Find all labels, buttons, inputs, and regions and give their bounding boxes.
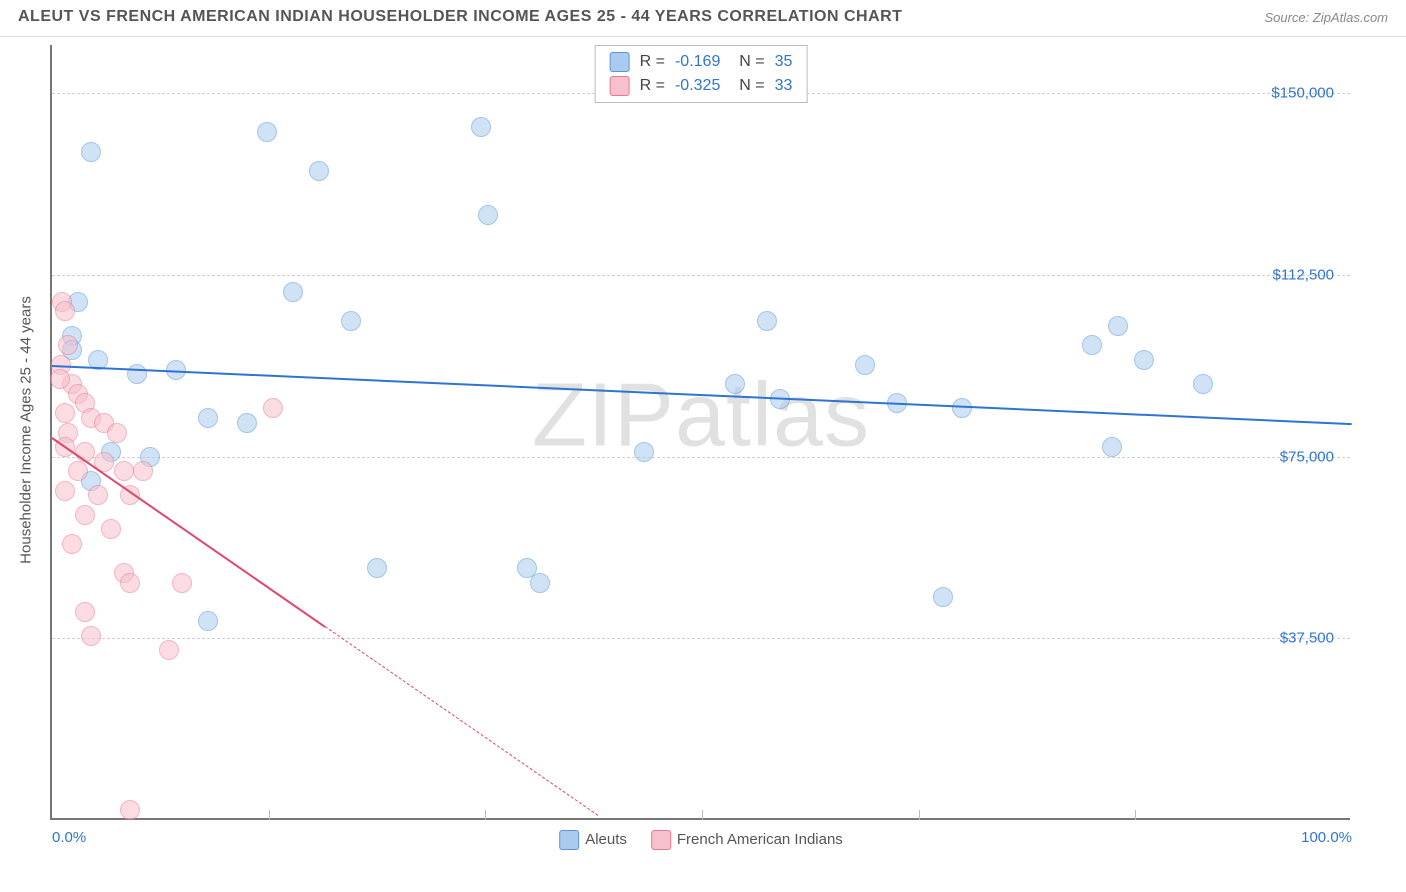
ytick-label: $75,000 <box>1280 448 1334 465</box>
ytick-label: $150,000 <box>1271 85 1334 102</box>
data-point <box>62 534 82 554</box>
data-point <box>198 408 218 428</box>
gridline-v <box>702 810 703 820</box>
legend-r-value: -0.169 <box>675 53 720 71</box>
data-point <box>75 505 95 525</box>
data-point <box>1082 335 1102 355</box>
watermark-bold: ZIP <box>532 366 675 466</box>
chart-header: ALEUT VS FRENCH AMERICAN INDIAN HOUSEHOL… <box>0 0 1406 37</box>
data-point <box>88 485 108 505</box>
data-point <box>1108 316 1128 336</box>
ytick-label: $37,500 <box>1280 630 1334 647</box>
gridline-v <box>485 810 486 820</box>
data-point <box>107 423 127 443</box>
data-point <box>478 205 498 225</box>
ytick-label: $112,500 <box>1273 267 1334 284</box>
data-point <box>237 413 257 433</box>
data-point <box>114 461 134 481</box>
watermark-light: atlas <box>675 366 870 466</box>
legend-row: R = -0.169 N = 35 <box>610 50 793 74</box>
legend-item: French American Indians <box>651 830 843 850</box>
legend-n-label: N = <box>730 77 764 95</box>
legend-swatch <box>610 76 630 96</box>
legend-n-value: 33 <box>775 77 793 95</box>
trend-line <box>51 438 325 629</box>
data-point <box>55 481 75 501</box>
gridline-v <box>1135 810 1136 820</box>
data-point <box>309 161 329 181</box>
y-axis-title: Householder Income Ages 25 - 44 years <box>18 296 35 564</box>
gridline-h <box>52 638 1350 639</box>
data-point <box>133 461 153 481</box>
data-point <box>283 282 303 302</box>
watermark: ZIPatlas <box>532 365 870 468</box>
legend-swatch <box>610 52 630 72</box>
data-point <box>341 311 361 331</box>
data-point <box>120 800 140 820</box>
data-point <box>471 117 491 137</box>
data-point <box>263 398 283 418</box>
data-point <box>127 364 147 384</box>
data-point <box>68 461 88 481</box>
legend-n-value: 35 <box>775 53 793 71</box>
data-point <box>933 587 953 607</box>
data-point <box>757 311 777 331</box>
data-point <box>75 602 95 622</box>
data-point <box>530 573 550 593</box>
data-point <box>120 573 140 593</box>
data-point <box>1102 437 1122 457</box>
data-point <box>58 335 78 355</box>
chart-title: ALEUT VS FRENCH AMERICAN INDIAN HOUSEHOL… <box>18 8 902 26</box>
gridline-v <box>919 810 920 820</box>
data-point <box>81 626 101 646</box>
gridline-v <box>269 810 270 820</box>
data-point <box>725 374 745 394</box>
trend-line-dashed <box>325 626 599 816</box>
data-point <box>855 355 875 375</box>
legend-r-label: R = <box>640 77 665 95</box>
data-point <box>172 573 192 593</box>
legend-swatch <box>559 830 579 850</box>
xtick-label: 0.0% <box>52 829 86 846</box>
data-point <box>257 122 277 142</box>
data-point <box>952 398 972 418</box>
legend-label: French American Indians <box>677 831 843 848</box>
data-point <box>55 403 75 423</box>
legend-r-value: -0.325 <box>675 77 720 95</box>
legend-label: Aleuts <box>585 831 627 848</box>
data-point <box>159 640 179 660</box>
data-point <box>1134 350 1154 370</box>
legend-r-label: R = <box>640 53 665 71</box>
data-point <box>101 519 121 539</box>
legend-swatch <box>651 830 671 850</box>
correlation-legend: R = -0.169 N = 35R = -0.325 N = 33 <box>595 45 808 103</box>
data-point <box>1193 374 1213 394</box>
data-point <box>55 301 75 321</box>
gridline-h <box>52 275 1350 276</box>
data-point <box>198 611 218 631</box>
legend-row: R = -0.325 N = 33 <box>610 74 793 98</box>
legend-item: Aleuts <box>559 830 627 850</box>
scatter-plot-area: ZIPatlas R = -0.169 N = 35R = -0.325 N =… <box>50 45 1350 820</box>
source-label: Source: ZipAtlas.com <box>1264 10 1388 25</box>
data-point <box>634 442 654 462</box>
gridline-h <box>52 457 1350 458</box>
data-point <box>81 142 101 162</box>
xtick-label: 100.0% <box>1301 829 1352 846</box>
data-point <box>367 558 387 578</box>
series-legend: Aleuts French American Indians <box>559 830 843 850</box>
data-point <box>50 369 70 389</box>
legend-n-label: N = <box>730 53 764 71</box>
